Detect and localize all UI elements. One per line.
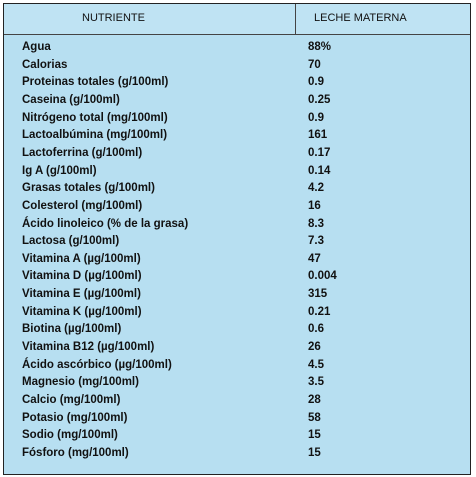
- nutrient-name: Vitamina D (µg/100ml): [22, 270, 142, 283]
- milk-value: 70: [308, 58, 321, 71]
- milk-value: 0.004: [308, 270, 337, 283]
- milk-value: 0.9: [308, 111, 324, 124]
- milk-value: 15: [308, 429, 321, 442]
- milk-value: 0.9: [308, 76, 324, 89]
- milk-value: 161: [308, 129, 328, 142]
- milk-value: 0.21: [308, 305, 331, 318]
- nutrient-name: Vitamina B12 (µg/100ml): [22, 341, 155, 354]
- nutrient-name: Lactoferrina (g/100ml): [22, 146, 143, 159]
- milk-value: 3.5: [308, 376, 324, 389]
- milk-value: 0.6: [308, 323, 324, 336]
- nutrient-name: Vitamina K (µg/100ml): [22, 305, 142, 318]
- header-milk: LECHE MATERNA: [314, 12, 407, 24]
- nutrition-table: NUTRIENTE LECHE MATERNA Agua 88% Calorias 7…: [3, 3, 471, 475]
- nutrient-name: Caseina (g/100ml): [22, 93, 120, 106]
- nutrient-name: Biotina (µg/100ml): [22, 323, 122, 336]
- milk-value: 4.5: [308, 358, 324, 371]
- nutrient-name: Grasas totales (g/100ml): [22, 182, 155, 195]
- nutrient-name: Calcio (mg/100ml): [22, 394, 121, 406]
- milk-value: 315: [308, 288, 328, 301]
- nutrient-name: Nitrógeno total (mg/100ml): [22, 111, 168, 124]
- nutrient-name: Sodio (mg/100ml): [22, 429, 118, 442]
- milk-value: 7.3: [308, 235, 324, 248]
- milk-value: 26: [308, 341, 321, 354]
- header-divider: [295, 4, 296, 34]
- milk-value: 0.14: [308, 164, 331, 177]
- header-nutrient: NUTRIENTE: [82, 12, 145, 24]
- milk-value: 0.25: [308, 93, 331, 106]
- nutrient-name: Calorias: [22, 58, 68, 71]
- nutrient-name: Potasio (mg/100ml): [22, 411, 128, 424]
- milk-value: 15: [308, 446, 321, 459]
- milk-value: 8.3: [308, 217, 324, 230]
- nutrient-name: Proteinas totales (g/100ml): [22, 76, 169, 89]
- nutrient-name: Agua: [22, 41, 51, 53]
- milk-value: 16: [308, 199, 321, 212]
- milk-value: 4.2: [308, 182, 324, 195]
- milk-value: 0.17: [308, 146, 331, 159]
- nutrient-name: Ácido ascórbico (µg/100ml): [22, 358, 172, 371]
- milk-value: 28: [308, 394, 321, 406]
- milk-value: 58: [308, 411, 321, 424]
- nutrient-name: Colesterol (mg/100ml): [22, 199, 143, 212]
- nutrient-name: Fósforo (mg/100ml): [22, 446, 129, 459]
- nutrient-name: Vitamina E (µg/100ml): [22, 288, 141, 301]
- nutrient-name: Lactosa (g/100ml): [22, 235, 120, 248]
- nutrient-name: Vitamina A (µg/100ml): [22, 252, 141, 265]
- table-header: NUTRIENTE LECHE MATERNA: [4, 4, 470, 35]
- nutrient-name: Ácido linoleico (% de la grasa): [22, 217, 189, 230]
- nutrient-name: Magnesio (mg/100ml): [22, 376, 139, 389]
- nutrient-name: Lactoalbúmina (mg/100ml): [22, 129, 168, 142]
- nutrient-name: Ig A (g/100ml): [22, 164, 97, 177]
- milk-value: 47: [308, 252, 321, 265]
- milk-value: 88%: [308, 41, 332, 53]
